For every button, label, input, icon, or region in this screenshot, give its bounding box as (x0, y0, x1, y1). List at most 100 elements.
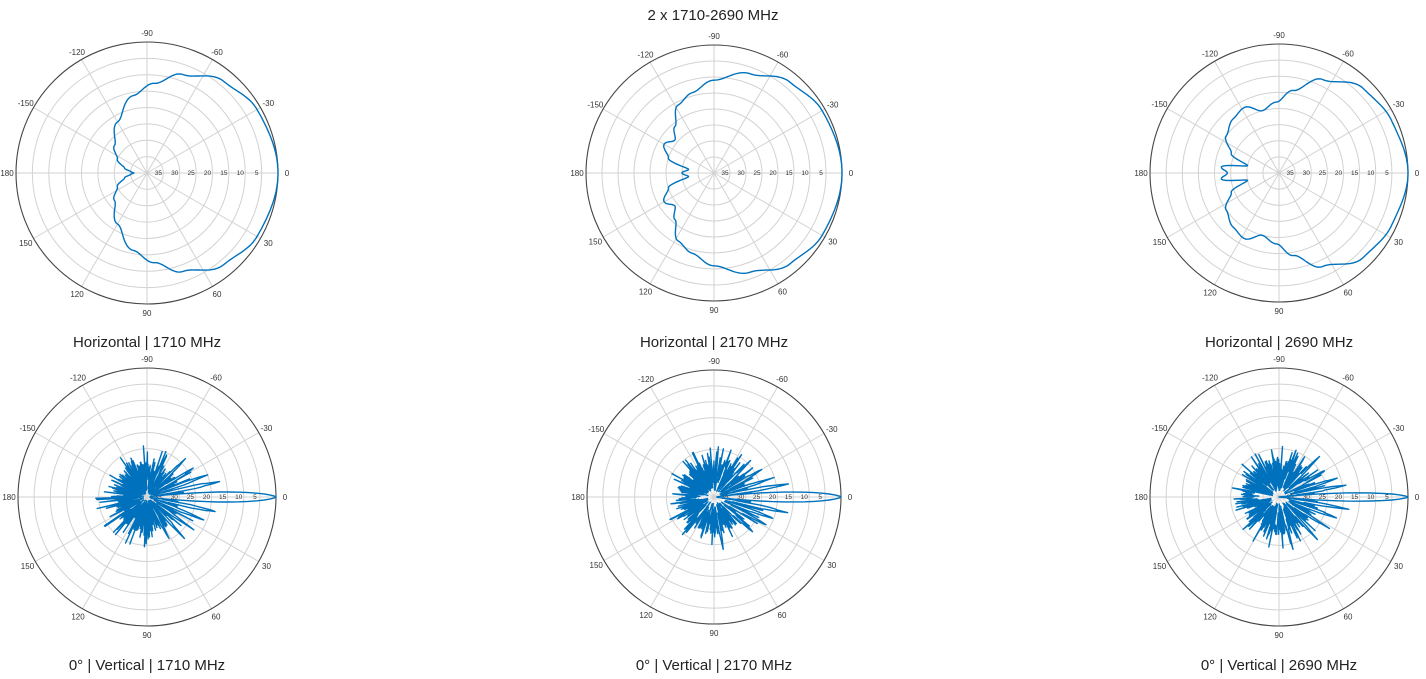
grid-spoke (1167, 172, 1280, 238)
radial-tick-label: 10 (1367, 494, 1375, 501)
chart-caption: 0° | Vertical | 1710 MHz (69, 657, 225, 674)
angle-tick-label: -30 (261, 424, 273, 433)
radial-tick-label: 30 (737, 170, 745, 177)
angle-tick-label: -90 (708, 357, 720, 366)
grid-spoke (1278, 108, 1391, 174)
radial-tick-label: 5 (1385, 170, 1389, 177)
pattern-trace (1220, 78, 1409, 268)
radial-tick-label: 30 (1303, 494, 1311, 501)
angle-tick-label: 120 (639, 611, 653, 620)
grid-spoke (713, 61, 779, 174)
radial-tick-label: 10 (801, 494, 809, 501)
radial-tick-label: 25 (188, 170, 196, 177)
angle-tick-label: 0 (285, 169, 290, 178)
radial-tick-label: 35 (155, 170, 163, 177)
radial-tick-label: 20 (769, 170, 777, 177)
radial-tick-label: 35 (1287, 170, 1295, 177)
angle-tick-label: 120 (639, 288, 653, 297)
radial-tick-label: 20 (1335, 170, 1343, 177)
radial-tick-label: 15 (219, 494, 227, 501)
radial-tick-label: 30 (171, 170, 179, 177)
radial-tick-label: 5 (819, 170, 823, 177)
angle-tick-label: -30 (1393, 100, 1405, 109)
grid-spoke (146, 172, 213, 287)
angle-tick-label: 30 (828, 238, 837, 247)
radial-tick-label: 15 (785, 494, 793, 501)
polar-chart-2: 0 -30 -60 -90 -120 -150 180 150 120 90 60 30 5 10 15 20… (570, 32, 853, 351)
chart-caption: Horizontal | 2170 MHz (640, 334, 788, 351)
angle-tick-label: -60 (211, 48, 223, 57)
radial-tick-label: 15 (785, 170, 793, 177)
chart-caption: Horizontal | 2690 MHz (1205, 334, 1353, 351)
angle-tick-label: 150 (21, 562, 35, 571)
angle-tick-label: 90 (710, 306, 719, 315)
angle-tick-label: -120 (69, 48, 86, 57)
radial-tick-label: 35 (155, 494, 163, 501)
radial-tick-label: 15 (1351, 170, 1359, 177)
grid-spoke (1214, 61, 1280, 174)
grid-spoke (146, 59, 213, 174)
grid-spoke (1278, 61, 1344, 174)
angle-tick-label: 150 (1153, 562, 1167, 571)
angle-tick-label: 120 (71, 613, 85, 622)
angle-tick-label: 90 (710, 629, 719, 638)
angle-tick-label: 60 (1344, 613, 1353, 622)
radial-tick-label: 30 (171, 494, 179, 501)
angle-tick-label: -120 (637, 50, 654, 59)
angle-tick-label: 180 (570, 169, 584, 178)
angle-tick-label: 150 (589, 238, 603, 247)
radial-tick-label: 30 (1303, 170, 1311, 177)
angle-tick-label: -60 (1342, 49, 1354, 58)
angle-tick-label: 60 (778, 611, 787, 620)
radial-tick-label: 20 (1335, 494, 1343, 501)
radial-tick-label: 25 (187, 494, 195, 501)
grid-spoke (713, 433, 825, 498)
angle-tick-label: 60 (778, 288, 787, 297)
polar-chart-4: 0 -30 -60 -90 -120 -150 180 150 120 90 60 30 5 10 15 20… (2, 355, 287, 674)
grid-spoke (146, 107, 261, 174)
angle-tick-label: -90 (1273, 355, 1285, 364)
radial-tick-label: 30 (737, 494, 745, 501)
angle-tick-label: 0 (848, 493, 853, 502)
grid-spoke (713, 108, 826, 174)
angle-tick-label: -90 (1273, 31, 1285, 40)
pattern-trace (663, 72, 843, 274)
chart-caption: 0° | Vertical | 2690 MHz (1201, 657, 1357, 674)
angle-tick-label: -120 (638, 375, 655, 384)
grid-spoke (602, 172, 715, 238)
angle-tick-label: 30 (1394, 562, 1403, 571)
polar-chart-3: 0 -30 -60 -90 -120 -150 180 150 120 90 60 30 5 10 15 20… (1134, 31, 1419, 351)
angle-tick-label: 150 (590, 561, 604, 570)
radial-tick-label: 35 (721, 170, 729, 177)
radial-tick-label: 25 (753, 494, 761, 501)
angle-tick-label: -120 (1202, 49, 1219, 58)
grid-spoke (1214, 172, 1280, 285)
angle-tick-label: 180 (571, 493, 585, 502)
angle-tick-label: -60 (1342, 373, 1354, 382)
radial-tick-label: 5 (255, 170, 259, 177)
angle-tick-label: -150 (1151, 424, 1168, 433)
radial-tick-label: 25 (1319, 170, 1327, 177)
grid-spoke (1278, 172, 1344, 285)
angle-tick-label: 90 (143, 631, 152, 640)
polar-chart-6: 0 -30 -60 -90 -120 -150 180 150 120 90 60 30 5 10 15 20… (1134, 355, 1419, 674)
polar-chart-5: 0 -30 -60 -90 -120 -150 180 150 120 90 60 30 5 10 15 20… (571, 357, 852, 674)
angle-tick-label: -60 (210, 373, 222, 382)
angle-tick-label: -120 (70, 373, 87, 382)
grid-spoke (81, 172, 148, 287)
angle-tick-label: -120 (1202, 373, 1219, 382)
pattern-trace (95, 445, 277, 548)
angle-tick-label: 120 (1203, 289, 1217, 298)
grid-spoke (146, 172, 261, 239)
angle-tick-label: -30 (262, 99, 274, 108)
angle-tick-label: -30 (827, 101, 839, 110)
angle-tick-label: -30 (826, 425, 838, 434)
angle-tick-label: 180 (2, 493, 16, 502)
grid-spoke (1278, 432, 1391, 498)
angle-tick-label: 0 (849, 169, 854, 178)
figure-title: 2 x 1710-2690 MHz (647, 7, 779, 24)
angle-tick-label: -150 (1151, 100, 1168, 109)
angle-tick-label: 0 (283, 493, 288, 502)
angle-tick-label: 150 (19, 239, 33, 248)
